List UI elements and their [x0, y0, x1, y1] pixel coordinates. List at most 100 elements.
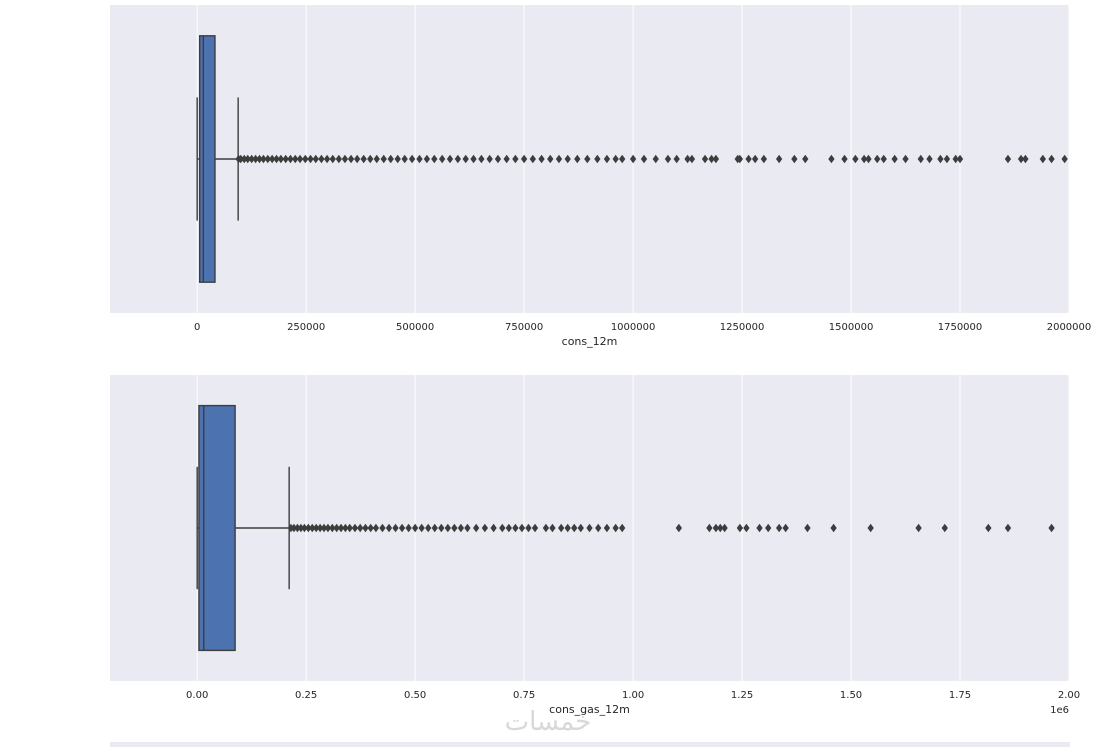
- outlier-point: [926, 154, 933, 164]
- outlier-point: [478, 154, 485, 164]
- outlier-point: [1004, 523, 1012, 533]
- outlier-point: [439, 154, 446, 164]
- outlier-point: [454, 154, 462, 164]
- outlier-point: [701, 154, 709, 164]
- outlier-point: [745, 154, 752, 164]
- outlier-point: [891, 154, 898, 164]
- outlier-point: [1004, 154, 1012, 164]
- outlier-point: [312, 154, 319, 164]
- outlier-point: [952, 154, 959, 164]
- outlier-point: [372, 523, 380, 533]
- x-axis-label: cons_gas_12m: [549, 703, 630, 716]
- x-tick-label: 250000: [287, 322, 325, 333]
- outlier-point: [305, 523, 312, 533]
- outlier-point: [880, 154, 887, 164]
- outlier-point: [529, 154, 536, 164]
- outlier-point: [329, 523, 336, 533]
- outlier-point: [860, 154, 868, 164]
- outlier-point: [248, 154, 255, 164]
- outlier-point: [244, 154, 251, 164]
- outlier-point: [329, 154, 336, 164]
- outlier-point: [1048, 523, 1055, 533]
- outlier-point: [518, 523, 526, 533]
- outlier-point: [346, 523, 353, 533]
- outlier-point: [387, 154, 394, 164]
- outlier-point: [915, 523, 922, 533]
- outlier-point: [457, 523, 465, 533]
- watermark-text: خمسات: [505, 707, 592, 737]
- outlier-point: [564, 154, 571, 164]
- outlier-point: [316, 523, 324, 533]
- outlier-point: [418, 523, 425, 533]
- outlier-point: [717, 523, 724, 533]
- outlier-point: [1039, 154, 1046, 164]
- outlier-point: [290, 523, 298, 533]
- outlier-point: [342, 523, 349, 533]
- box-iqr: [198, 35, 216, 283]
- outlier-point: [398, 523, 406, 533]
- outlier-point: [481, 523, 489, 533]
- outlier-point: [917, 154, 924, 164]
- outlier-point: [323, 154, 331, 164]
- outlier-point: [473, 523, 480, 533]
- outlier-point: [405, 523, 412, 533]
- outlier-point: [512, 523, 519, 533]
- outlier-point: [337, 523, 345, 533]
- outlier-point: [743, 523, 750, 533]
- outlier-point: [937, 154, 944, 164]
- outlier-point: [264, 154, 271, 164]
- outlier-point: [867, 523, 874, 533]
- outlier-point: [505, 523, 513, 533]
- outlier-point: [640, 154, 648, 164]
- outlier-point: [287, 154, 294, 164]
- outlier-point: [538, 154, 545, 164]
- outlier-point: [451, 523, 458, 533]
- x-tick-label: 1000000: [611, 322, 656, 333]
- x-tick-label: 0.00: [186, 690, 208, 701]
- outlier-point: [444, 523, 451, 533]
- outlier-point: [564, 523, 571, 533]
- outlier-point: [431, 154, 438, 164]
- outlier-point: [751, 154, 759, 164]
- x-tick-label: 0.25: [295, 690, 317, 701]
- outlier-point: [446, 154, 454, 164]
- outlier-point: [401, 154, 408, 164]
- outlier-point: [320, 523, 328, 533]
- x-tick-label: 1.00: [622, 690, 644, 701]
- outlier-point: [464, 523, 471, 533]
- outlier-point: [357, 523, 364, 533]
- outlier-point: [302, 154, 309, 164]
- outlier-point: [486, 154, 493, 164]
- outlier-point: [394, 154, 401, 164]
- outlier-point: [273, 154, 280, 164]
- outlier-point: [241, 154, 248, 164]
- outlier-point: [269, 154, 276, 164]
- outlier-point: [294, 523, 301, 533]
- outlier-point: [309, 523, 316, 533]
- outlier-point: [555, 154, 563, 164]
- x-tick-label: 1750000: [938, 322, 983, 333]
- outlier-point: [586, 523, 593, 533]
- outlier-point: [333, 523, 340, 533]
- outlier-point: [347, 154, 355, 164]
- outlier-point: [756, 523, 763, 533]
- outlier-point: [736, 154, 744, 164]
- outlier-point: [595, 523, 602, 533]
- outlier-point: [423, 154, 431, 164]
- outlier-point: [712, 523, 720, 533]
- outlier-point: [874, 154, 881, 164]
- outlier-point: [688, 154, 696, 164]
- outlier-point: [1048, 154, 1055, 164]
- outlier-point: [684, 154, 691, 164]
- outlier-point: [503, 154, 510, 164]
- outlier-point: [520, 154, 528, 164]
- outlier-point: [603, 154, 611, 164]
- outlier-point: [416, 154, 423, 164]
- outlier-point: [301, 523, 308, 533]
- outlier-point: [943, 154, 951, 164]
- outlier-point: [379, 523, 386, 533]
- outlier-point: [574, 154, 581, 164]
- outlier-point: [490, 523, 497, 533]
- outlier-point: [367, 154, 374, 164]
